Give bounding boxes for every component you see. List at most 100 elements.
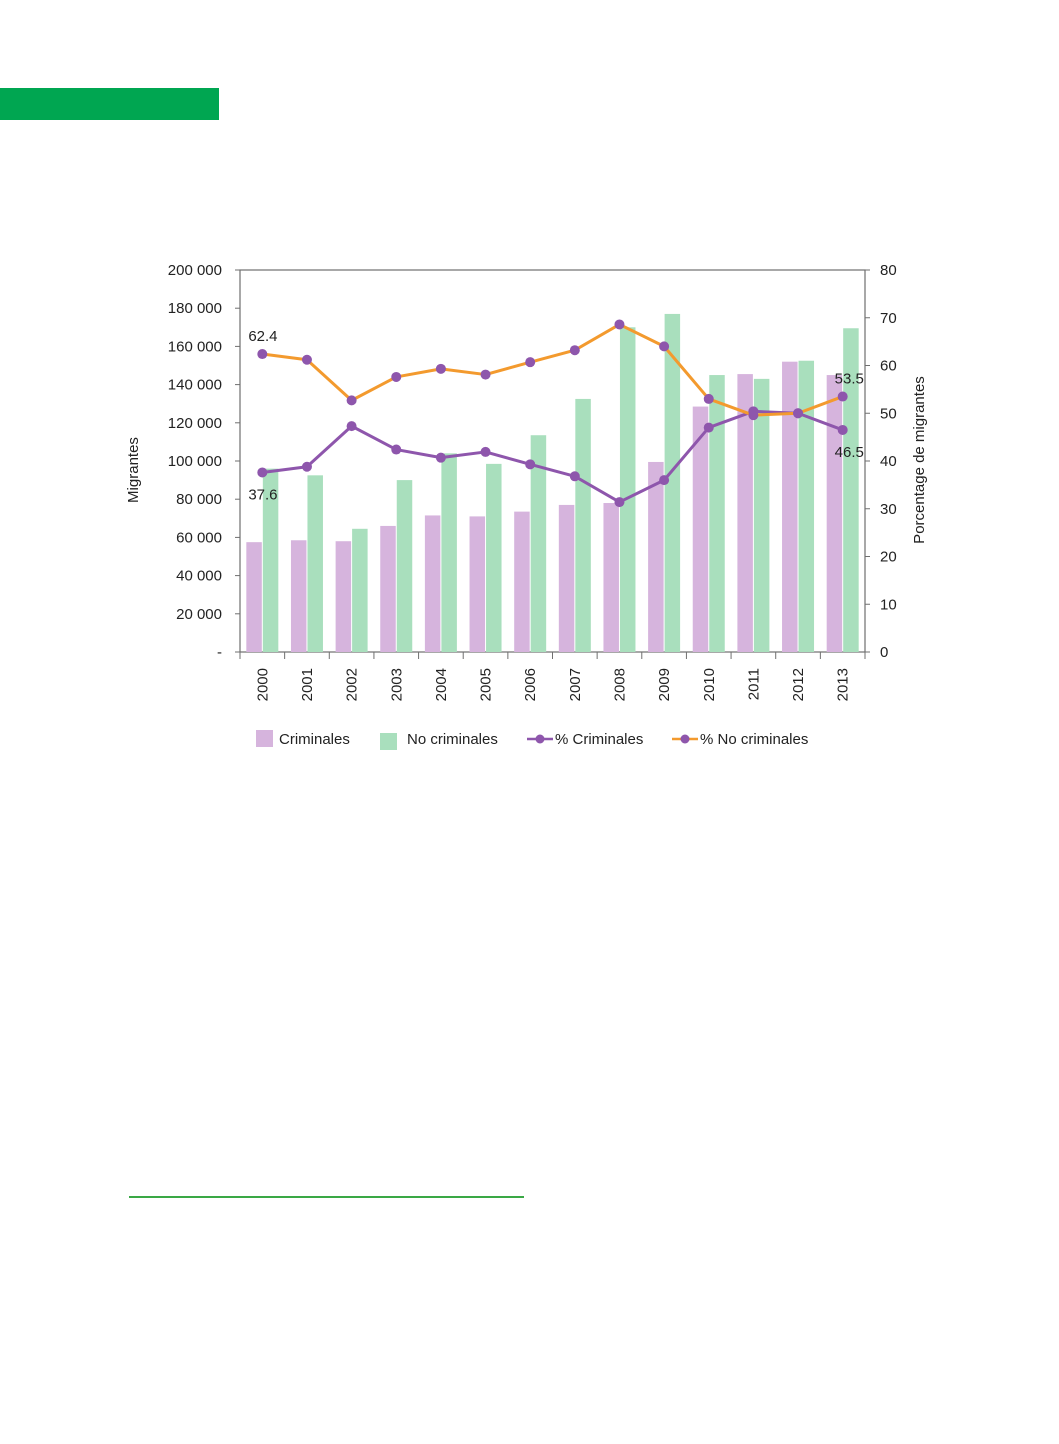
bars-group [246,313,859,652]
marker-pct-criminales-2003 [391,444,402,455]
y-axis-label: Migrantes [125,437,142,503]
section-tab [0,88,219,120]
bar-criminales-2004 [424,515,441,652]
x-tick-label-2009: 2009 [656,668,673,701]
y-tick-label: 60 000 [176,529,222,546]
marker-pct-no-criminales-2009 [659,341,670,352]
y2-axis-label: Porcentage de migrantes [911,376,928,544]
x-tick-label-2008: 2008 [611,668,628,701]
data-label-pct-no-criminales-2000: 62.4 [248,328,277,345]
marker-pct-criminales-2001 [301,461,312,472]
marker-pct-no-criminales-2001 [301,354,312,365]
marker-pct-no-criminales-2008 [614,319,625,330]
marker-pct-criminales-2013 [837,424,848,435]
marker-pct-no-criminales-2003 [391,371,402,382]
bar-criminales-2003 [380,525,396,652]
y-tick-label: - [217,644,222,661]
y2-tick-label: 20 [880,549,897,566]
marker-pct-criminales-2007 [569,471,580,482]
x-tick-label-2007: 2007 [567,668,584,701]
marker-pct-criminales-2006 [525,459,536,470]
marker-pct-criminales-2002 [346,421,357,432]
marker-pct-no-criminales-2002 [346,395,357,406]
chart-svg: 62.4 37.6 53.5 46.5 - 20 000 40 000 60 000 80 0… [125,262,928,750]
bar-no-criminales-2005 [486,463,502,652]
bar-no-criminales-2011 [753,378,770,652]
bar-no-criminales-2001 [307,475,323,652]
bar-no-criminales-2008 [619,327,636,652]
bar-criminales-2012 [782,361,798,652]
x-tick-label-2005: 2005 [478,668,495,701]
bar-criminales-2001 [290,540,307,652]
footnote-rule [129,1196,524,1198]
x-tick-label-2000: 2000 [254,668,271,701]
bar-no-criminales-2003 [396,480,413,652]
bar-no-criminales-2010 [709,375,725,652]
bar-criminales-2009 [648,461,664,652]
y2-tick-label: 50 [880,405,897,422]
bar-no-criminales-2013 [843,328,859,652]
marker-pct-no-criminales-2004 [435,363,446,374]
bar-criminales-2013 [826,375,843,652]
marker-pct-criminales-2005 [480,446,491,457]
x-tick-label-2010: 2010 [701,668,718,701]
bar-no-criminales-2002 [352,528,368,652]
marker-pct-no-criminales-2012 [793,408,804,419]
chart: 62.4 37.6 53.5 46.5 - 20 000 40 000 60 000 80 0… [125,262,928,750]
data-label-pct-criminales-2013: 46.5 [835,444,864,461]
bar-no-criminales-2000 [262,468,279,652]
bar-criminales-2011 [737,374,753,652]
marker-pct-no-criminales-2010 [703,393,714,404]
bar-no-criminales-2006 [530,435,547,652]
y-tick-label: 20 000 [176,606,222,623]
marker-pct-no-criminales-2005 [480,369,491,380]
marker-pct-no-criminales-2006 [525,357,536,368]
marker-pct-no-criminales-2000 [257,349,268,360]
legend-swatch-criminales [256,730,273,747]
bar-criminales-2005 [469,516,486,652]
bar-criminales-2008 [603,503,619,652]
x-tick-label-2003: 2003 [388,668,405,701]
x-tick-label-2011: 2011 [745,668,762,700]
y-tick-label: 100 000 [168,453,222,470]
marker-pct-no-criminales-2011 [748,410,759,421]
x-tick-label-2002: 2002 [344,668,361,701]
bar-no-criminales-2004 [441,453,457,652]
legend-label-pct-no-criminales: % No criminales [700,731,808,748]
y2-tick-label: 70 [880,310,897,327]
marker-pct-criminales-2008 [614,497,625,508]
marker-pct-criminales-2010 [703,422,714,433]
axes-group: - 20 000 40 000 60 000 80 000 100 000 120 000 1… [168,262,897,701]
legend-marker-pct-no-criminales [680,734,690,744]
x-tick-label-2013: 2013 [835,668,852,701]
y2-tick-label: 10 [880,596,897,613]
legend-label-pct-criminales: % Criminales [555,731,643,748]
y2-tick-label: 30 [880,501,897,518]
y2-tick-label: 60 [880,358,897,375]
marker-pct-criminales-2004 [435,452,446,463]
y-tick-label: 80 000 [176,491,222,508]
bar-criminales-2006 [514,511,530,652]
x-tick-label-2001: 2001 [299,668,316,701]
legend-swatch-no-criminales [380,733,397,750]
bar-no-criminales-2007 [575,398,591,652]
y-tick-label: 180 000 [168,300,222,317]
bar-criminales-2007 [558,504,575,652]
bar-criminales-2002 [335,541,352,652]
legend-label-no-criminales: No criminales [407,731,498,748]
data-label-pct-criminales-2000: 37.6 [248,486,277,503]
marker-pct-criminales-2000 [257,467,268,478]
y-tick-label: 120 000 [168,415,222,432]
lines-group: 62.4 37.6 53.5 46.5 [248,319,864,508]
legend: Criminales No criminales % Criminales % … [256,730,808,750]
x-tick-label-2012: 2012 [790,668,807,701]
y-tick-label: 200 000 [168,262,222,279]
data-label-pct-no-criminales-2013: 53.5 [835,371,864,388]
y2-tick-label: 40 [880,453,897,470]
y-tick-label: 140 000 [168,377,222,394]
marker-pct-criminales-2009 [659,475,670,486]
x-tick-label-2006: 2006 [522,668,539,701]
bar-criminales-2010 [692,406,709,652]
legend-label-criminales: Criminales [279,731,350,748]
y-tick-label: 40 000 [176,568,222,585]
